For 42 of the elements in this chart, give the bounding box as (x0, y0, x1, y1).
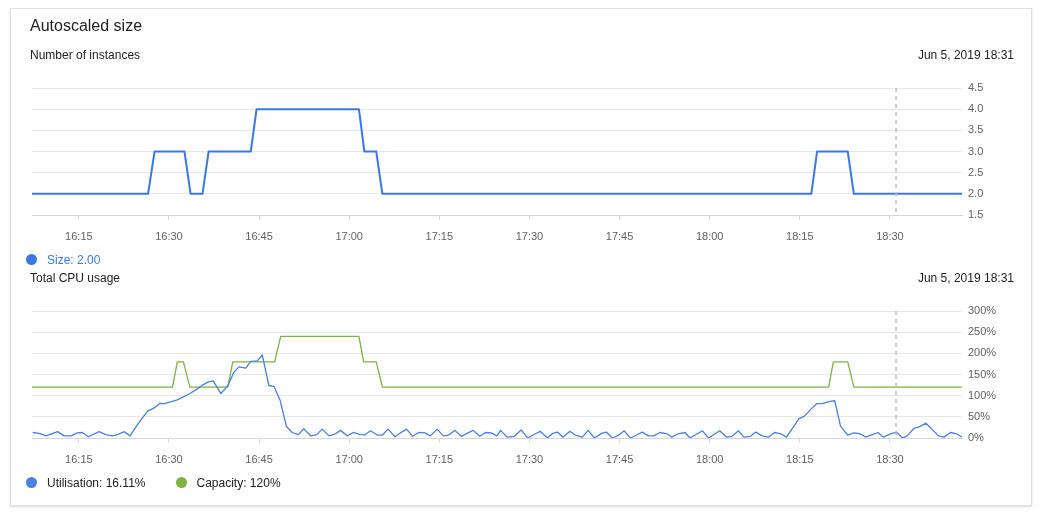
x-tick-label: 18:15 (786, 452, 814, 465)
x-tick-label: 16:15 (65, 229, 93, 242)
legend-label: Utilisation: 16.11% (47, 476, 146, 490)
chart-title: Autoscaled size (30, 17, 143, 35)
text: Jun 5, 2019 18:31 (917, 271, 1014, 285)
x-tick-label: 18:00 (695, 229, 724, 242)
chart-title: Total CPU usage (30, 271, 121, 285)
x-tick-label: 17:45 (605, 452, 634, 465)
y-tick-label: 250% (968, 325, 997, 338)
x-tick-label: 17:00 (335, 229, 363, 242)
x-tick-label: 17:30 (515, 229, 544, 242)
y-tick-label: 3.5 (968, 123, 984, 136)
x-tick-label: 16:15 (65, 452, 93, 465)
y-tick-label: 100% (968, 388, 997, 401)
y-tick-label: 4.0 (968, 102, 984, 115)
x-tick-label: 17:15 (425, 452, 454, 465)
x-tick-label: 16:45 (245, 452, 273, 465)
x-tick-label: 18:30 (876, 229, 904, 242)
x-tick-label: 16:30 (155, 452, 183, 465)
y-tick-label: 50% (968, 409, 991, 422)
x-tick-label: 17:00 (335, 452, 363, 465)
x-tick-label: 17:45 (605, 229, 634, 242)
x-tick-label: 18:00 (695, 452, 724, 465)
legend-label: Capacity: 120% (196, 476, 281, 490)
x-tick-label: 18:30 (876, 452, 904, 465)
y-tick-label: 1.5 (968, 208, 984, 221)
y-tick-label: 300% (968, 304, 997, 317)
text: Jun 5, 2019 18:31 (917, 48, 1014, 62)
y-tick-label: 2.0 (968, 186, 984, 199)
chart-subtitle: Number of instances (30, 48, 141, 62)
x-tick-label: 17:30 (515, 452, 544, 465)
y-tick-label: 0% (968, 431, 985, 444)
y-tick-label: 2.5 (968, 165, 984, 178)
x-tick-label: 18:15 (786, 229, 814, 242)
x-tick-label: 16:30 (155, 229, 183, 242)
x-tick-label: 16:45 (245, 229, 273, 242)
y-tick-label: 150% (968, 367, 997, 380)
y-tick-label: 3.0 (968, 144, 984, 157)
y-tick-label: 200% (968, 346, 997, 359)
y-tick-label: 4.5 (968, 81, 984, 94)
x-tick-label: 17:15 (425, 229, 454, 242)
legend-label: Size: 2.00 (47, 253, 101, 267)
